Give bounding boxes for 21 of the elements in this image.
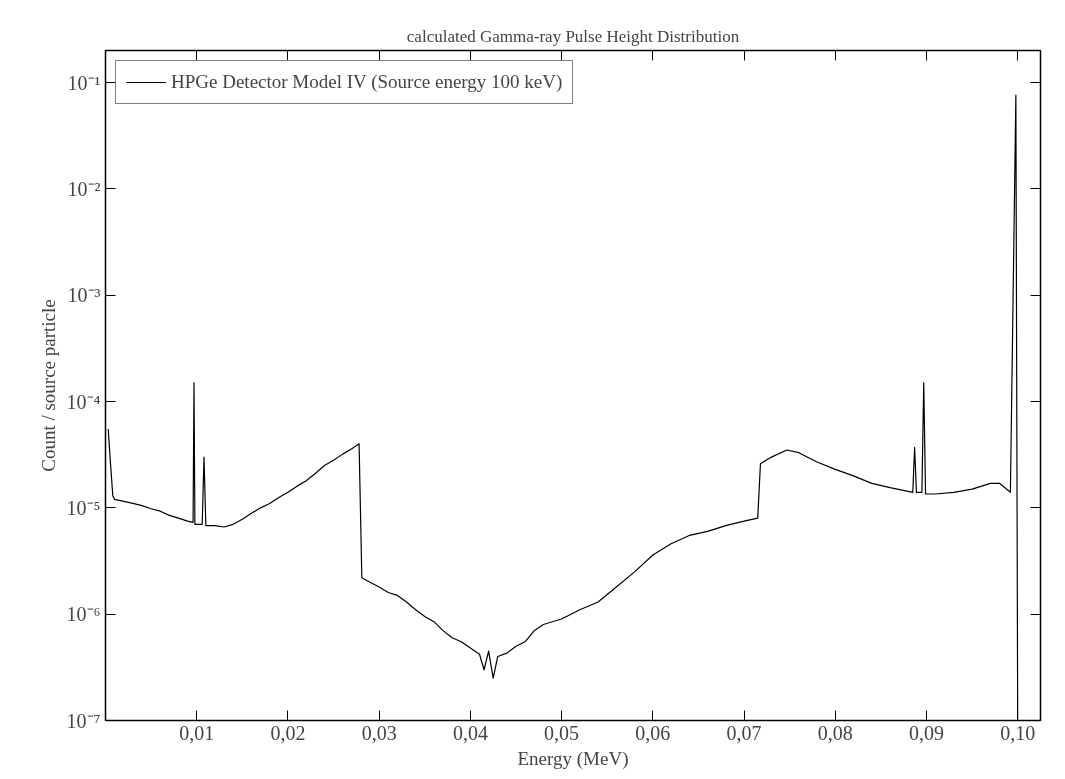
x-tick-label: 0,04 — [452, 721, 488, 744]
x-tick-label: 0,10 — [1000, 721, 1036, 744]
y-tick-label: 10⁻³ — [67, 284, 101, 307]
y-tick-label: 10⁻¹ — [67, 71, 101, 94]
y-axis-title: Count / source particle — [37, 299, 59, 472]
x-tick-label: 0,02 — [270, 721, 306, 744]
y-tick-label: 10⁻⁶ — [66, 603, 101, 626]
x-tick-label: 0,06 — [635, 721, 671, 744]
x-tick-label: 0,07 — [726, 721, 762, 744]
x-tick-label: 0,09 — [908, 721, 944, 744]
legend-label: HPGe Detector Model IV (Source energy 100 keV) — [171, 71, 563, 93]
chart-title: calculated Gamma-ray Pulse Height Distribution — [406, 26, 740, 46]
y-tick-label: 10⁻⁴ — [66, 390, 101, 413]
x-axis-title: Energy (MeV) — [517, 747, 629, 770]
x-tick-label: 0,03 — [361, 721, 397, 744]
y-tick-label: 10⁻⁷ — [66, 709, 101, 732]
x-tick-label: 0,05 — [544, 721, 580, 744]
y-tick-label: 10⁻⁵ — [66, 496, 101, 519]
x-tick-label: 0,01 — [179, 721, 215, 744]
x-tick-label: 0,08 — [817, 721, 853, 744]
y-tick-label: 10⁻² — [67, 177, 101, 200]
